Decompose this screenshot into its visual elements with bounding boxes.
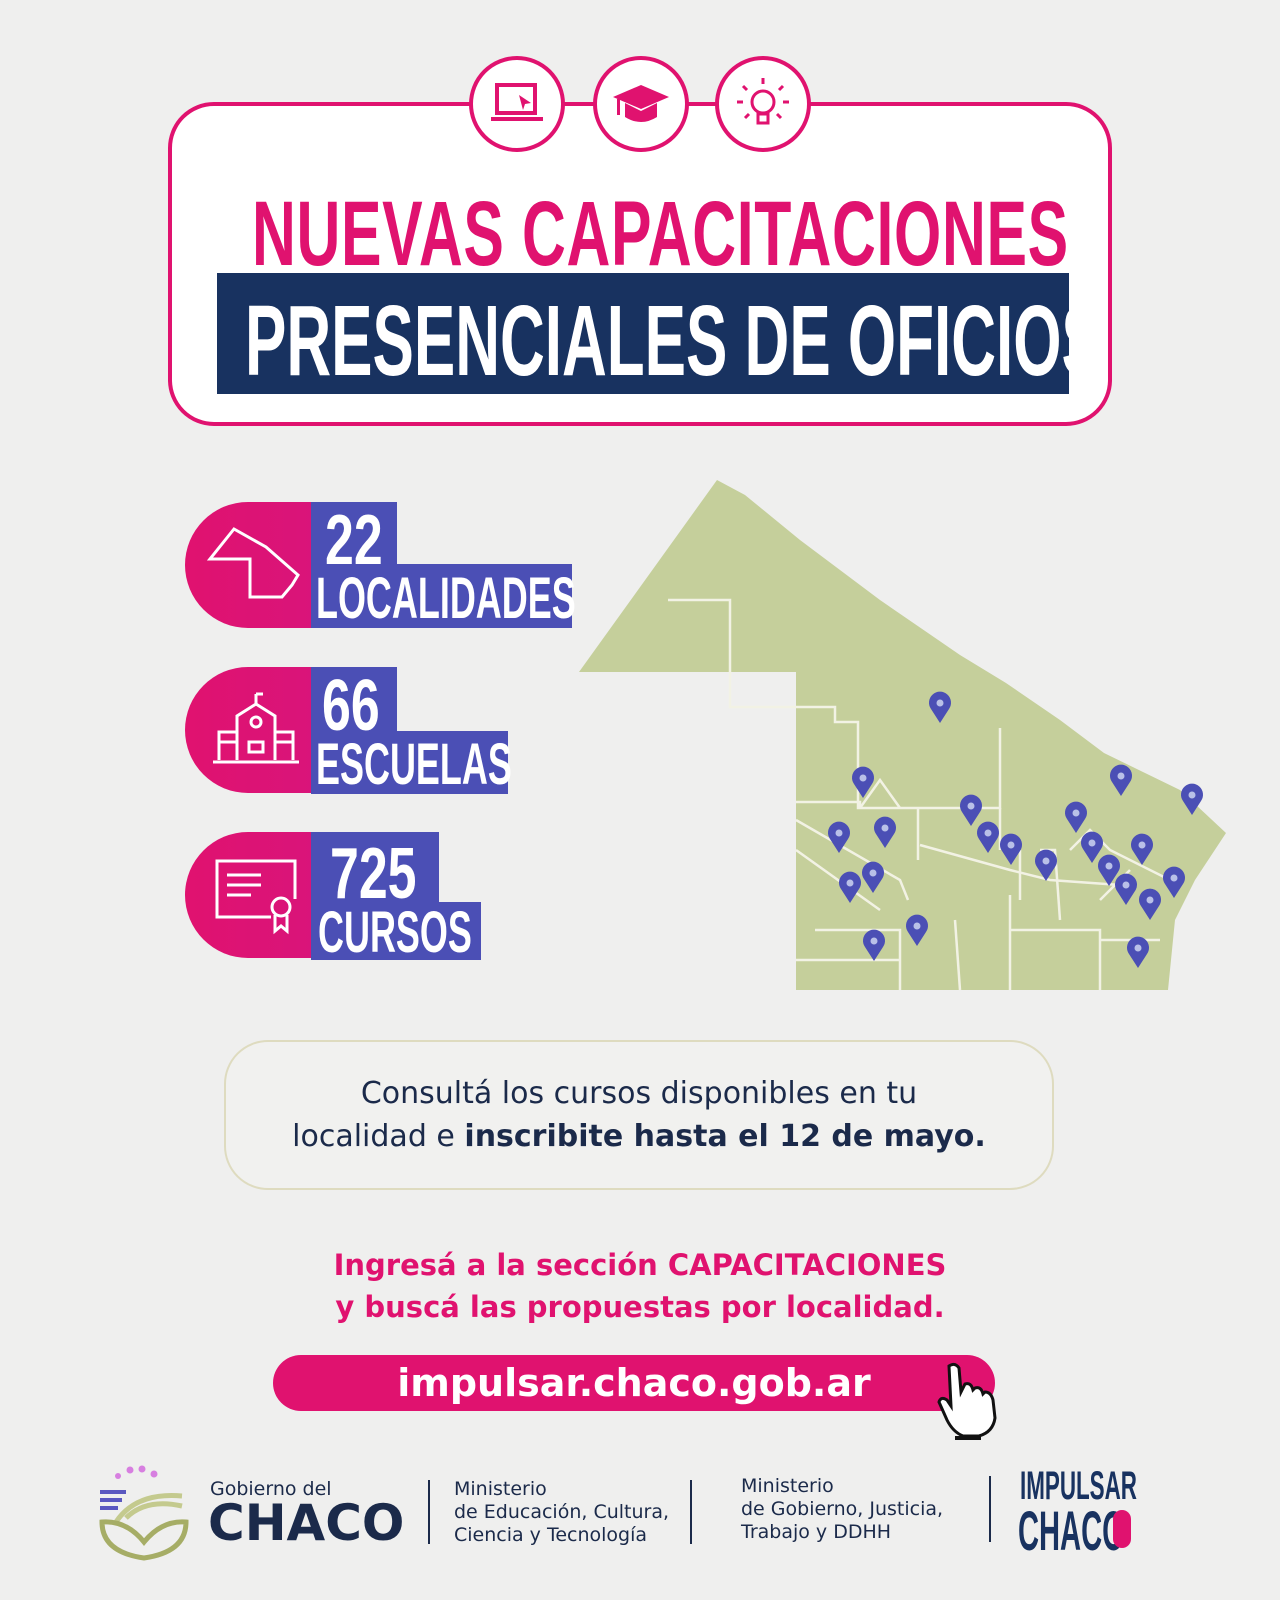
stat-label-box — [311, 564, 572, 628]
lightbulb-icon — [715, 56, 811, 152]
location-pin-dot — [1042, 857, 1050, 865]
school-icon — [185, 667, 313, 793]
gov-big-text: CHACO — [208, 1494, 405, 1552]
location-pin-dot — [870, 937, 878, 945]
stat-localidades-label: LOCALIDADES — [316, 566, 576, 631]
district-borders — [668, 598, 1171, 991]
location-pin-dot — [1170, 874, 1178, 882]
info-box: Consultá los cursos disponibles en tu lo… — [224, 1040, 1054, 1190]
divider — [428, 1480, 430, 1544]
location-pin-icon — [1110, 764, 1132, 796]
stat-cursos-label: CURSOS — [318, 900, 472, 965]
ministry-government: Ministerio de Gobierno, Justicia, Trabaj… — [741, 1475, 943, 1544]
ministry-education: Ministerio de Educación, Cultura, Cienci… — [454, 1478, 669, 1547]
location-pin-icon — [977, 821, 999, 853]
location-pin-icon — [1115, 873, 1137, 905]
cta-line-1: Ingresá a la sección CAPACITACIONES — [333, 1248, 947, 1282]
location-pin-icon — [1081, 831, 1103, 863]
location-pin-icon — [1035, 849, 1057, 881]
location-pin-dot — [846, 879, 854, 887]
location-pin-icon — [1139, 888, 1161, 920]
stat-cursos-number: 725 — [330, 834, 417, 914]
location-pin-dot — [1072, 809, 1080, 817]
title-band — [217, 273, 1069, 394]
location-pin-icon — [863, 929, 885, 961]
stat-escuelas-label: ESCUELAS — [316, 732, 512, 797]
stat-label-box — [311, 902, 481, 960]
location-pin-icon — [828, 821, 850, 853]
chaco-map — [579, 480, 1226, 991]
location-pin-icon — [1127, 936, 1149, 968]
ministry-government-line: Ministerio — [741, 1475, 834, 1497]
location-pin-icon — [839, 871, 861, 903]
gov-small-text: Gobierno del — [210, 1478, 332, 1500]
location-pin-icon — [852, 766, 874, 798]
impulsar-brand-line-2: CHACO — [1018, 1499, 1125, 1562]
location-pin-icon — [862, 861, 884, 893]
location-pin-dot — [913, 922, 921, 930]
ministry-education-line: Ministerio — [454, 1478, 547, 1500]
info-line-1: Consultá los cursos disponibles en tu — [360, 1076, 918, 1111]
ministry-education-line: Ciencia y Tecnología — [454, 1524, 648, 1546]
location-pin-icon — [1065, 801, 1087, 833]
location-pin-icon — [1000, 833, 1022, 865]
pointer-hand-icon — [937, 1362, 997, 1440]
location-pin-dot — [1105, 862, 1113, 870]
laptop-cursor-icon — [469, 56, 565, 152]
location-pin-dot — [1007, 841, 1015, 849]
ministry-education-line: de Educación, Cultura, — [454, 1501, 670, 1523]
info-line-2: localidad e inscribite hasta el 12 de ma… — [292, 1115, 986, 1158]
location-pin-dot — [835, 829, 843, 837]
stat-number-box — [311, 667, 397, 731]
location-pin-icon — [1098, 854, 1120, 886]
info-line-2-normal: localidad e — [292, 1119, 465, 1154]
stat-label-box — [311, 731, 508, 794]
location-pin-dot — [1134, 944, 1142, 952]
location-pin-icon — [873, 816, 896, 848]
title-line-2: PRESENCIALES DE OFICIOS — [245, 285, 1103, 397]
divider — [989, 1476, 991, 1542]
stat-number-box — [311, 502, 397, 564]
graduation-cap-icon — [593, 56, 689, 152]
location-pin-dot — [936, 699, 944, 707]
location-pin-dot — [1138, 841, 1146, 849]
province-map-icon — [185, 502, 313, 628]
location-pin-dot — [859, 774, 867, 782]
cta-text: Ingresá a la sección CAPACITACIONES y bu… — [0, 1244, 1280, 1328]
info-line-2-bold: inscribite hasta el 12 de mayo. — [464, 1119, 986, 1154]
location-pin-dot — [1117, 772, 1125, 780]
province-shape — [579, 480, 1226, 990]
location-pin-icon — [960, 794, 983, 826]
impulsar-brand-line-1: IMPULSAR — [1020, 1464, 1137, 1508]
stat-escuelas-number: 66 — [322, 666, 380, 746]
location-pin-dot — [1188, 791, 1196, 799]
location-pin-dot — [869, 869, 877, 877]
location-pin-icon — [906, 914, 928, 946]
ministry-government-line: Trabajo y DDHH — [741, 1521, 892, 1543]
divider — [690, 1480, 692, 1544]
location-pin-dot — [967, 802, 975, 810]
location-pin-icon — [1181, 783, 1203, 815]
location-pin-dot — [1122, 881, 1130, 889]
location-pin-icon — [1131, 833, 1153, 865]
location-pin-dot — [984, 829, 992, 837]
impulsar-arrow-icon — [1113, 1510, 1131, 1548]
location-pin-icon — [928, 691, 952, 723]
location-pin-dot — [1088, 839, 1096, 847]
location-pin-dot — [1146, 896, 1154, 904]
title-line-1: NUEVAS CAPACITACIONES — [252, 183, 1069, 285]
cta-line-2: y buscá las propuestas por localidad. — [335, 1290, 945, 1324]
location-pin-dot — [881, 824, 889, 832]
certificate-icon — [185, 832, 313, 958]
stat-number-box — [311, 832, 439, 904]
ministry-government-line: de Gobierno, Justicia, — [741, 1498, 944, 1520]
location-pin-icon — [1163, 866, 1185, 898]
chaco-government-logo — [99, 1465, 189, 1561]
website-link[interactable]: impulsar.chaco.gob.ar — [273, 1355, 995, 1411]
